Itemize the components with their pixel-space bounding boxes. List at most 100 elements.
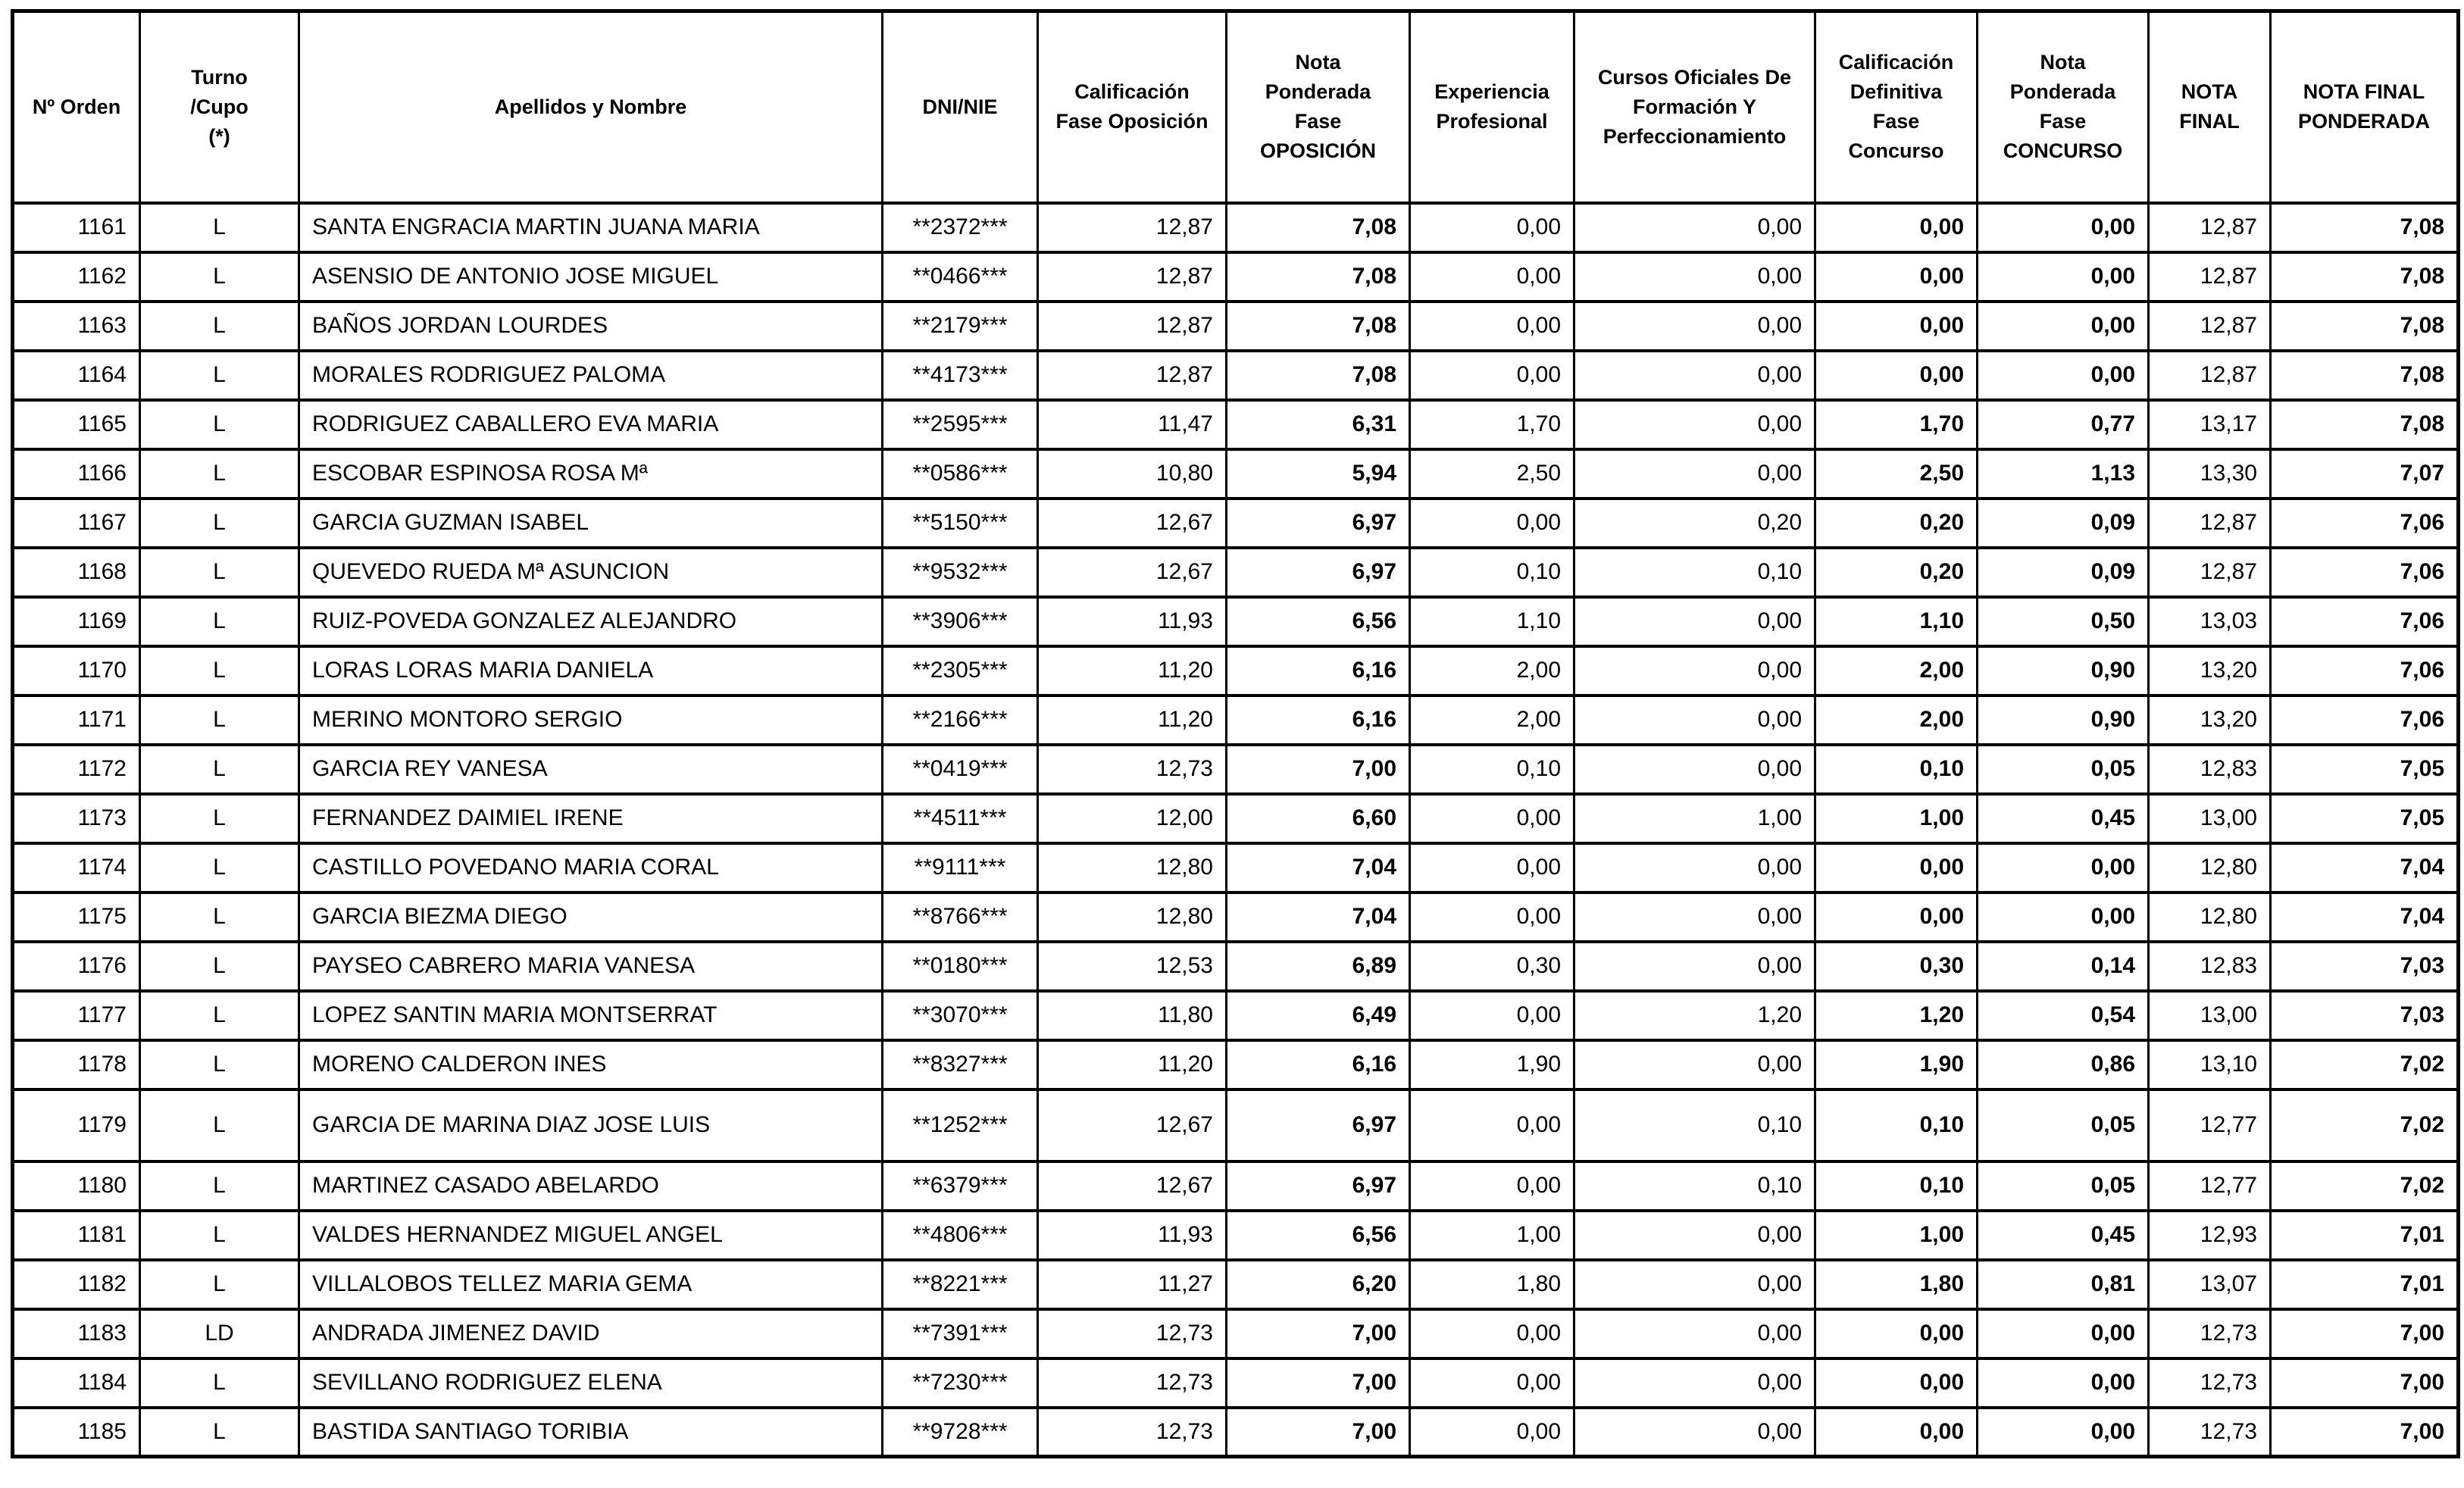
cell-cursos: 0,00 bbox=[1573, 1356, 1816, 1409]
cell-dni: **2595*** bbox=[881, 398, 1039, 451]
cell-nombre: ESCOBAR ESPINOSA ROSA Mª bbox=[298, 447, 883, 500]
cell-calif_oposicion: 12,53 bbox=[1037, 939, 1227, 993]
cell-experiencia: 2,00 bbox=[1409, 644, 1575, 697]
cell-calif_definitiva: 0,30 bbox=[1814, 939, 1978, 993]
cell-nombre: MERINO MONTORO SERGIO bbox=[298, 693, 883, 746]
cell-calif_definitiva: 2,00 bbox=[1814, 693, 1978, 746]
cell-calif_definitiva: 0,00 bbox=[1814, 1307, 1978, 1360]
cell-nombre: MORALES RODRIGUEZ PALOMA bbox=[298, 349, 883, 402]
cell-dni: **0180*** bbox=[881, 939, 1039, 993]
cell-nota_final: 12,87 bbox=[2147, 545, 2272, 599]
cell-turno: L bbox=[139, 1258, 300, 1311]
cell-calif_oposicion: 12,87 bbox=[1037, 201, 1227, 254]
cell-turno: L bbox=[139, 1208, 300, 1261]
cell-orden: 1180 bbox=[11, 1159, 141, 1212]
cell-np_concurso: 0,90 bbox=[1976, 693, 2150, 746]
cell-orden: 1177 bbox=[11, 989, 141, 1042]
cell-calif_oposicion: 11,47 bbox=[1037, 398, 1227, 451]
cell-orden: 1179 bbox=[11, 1087, 141, 1163]
cell-np_concurso: 0,81 bbox=[1976, 1258, 2150, 1311]
cell-np_oposicion: 6,49 bbox=[1225, 989, 1411, 1042]
cell-nombre: FERNANDEZ DAIMIEL IRENE bbox=[298, 792, 883, 845]
cell-calif_definitiva: 0,00 bbox=[1814, 299, 1978, 352]
cell-nota_final: 12,87 bbox=[2147, 496, 2272, 549]
cell-orden: 1182 bbox=[11, 1258, 141, 1311]
cell-calif_oposicion: 12,87 bbox=[1037, 299, 1227, 352]
cell-np_concurso: 0,00 bbox=[1976, 1307, 2150, 1360]
cell-calif_oposicion: 11,80 bbox=[1037, 989, 1227, 1042]
cell-np_concurso: 0,14 bbox=[1976, 939, 2150, 993]
table-row: 1174 L CASTILLO POVEDANO MARIA CORAL **9111… bbox=[11, 841, 2459, 894]
cell-experiencia: 0,00 bbox=[1409, 989, 1575, 1042]
column-header-cursos: Cursos Oficiales De Formación Y Perfecci… bbox=[1573, 9, 1816, 205]
cell-nombre: ASENSIO DE ANTONIO JOSE MIGUEL bbox=[298, 250, 883, 303]
column-header-orden: Nº Orden bbox=[11, 9, 141, 205]
column-header-calif_oposicion: Calificación Fase Oposición bbox=[1037, 9, 1227, 205]
cell-np_concurso: 0,00 bbox=[1976, 841, 2150, 894]
cell-nota_final_pond: 7,06 bbox=[2269, 545, 2459, 599]
cell-calif_oposicion: 12,80 bbox=[1037, 890, 1227, 943]
cell-np_oposicion: 7,04 bbox=[1225, 890, 1411, 943]
table-header: Nº Orden Turno /Cupo (*) Apellidos y Nombr… bbox=[11, 9, 2459, 205]
cell-nota_final: 12,83 bbox=[2147, 939, 2272, 993]
cell-np_concurso: 0,05 bbox=[1976, 742, 2150, 796]
column-header-calif_definitiva: Calificación Definitiva Fase Concurso bbox=[1814, 9, 1978, 205]
cell-calif_definitiva: 0,00 bbox=[1814, 250, 1978, 303]
cell-cursos: 1,00 bbox=[1573, 792, 1816, 845]
cell-calif_definitiva: 1,70 bbox=[1814, 398, 1978, 451]
cell-np_concurso: 0,00 bbox=[1976, 1405, 2150, 1458]
cell-nota_final_pond: 7,08 bbox=[2269, 349, 2459, 402]
cell-calif_oposicion: 12,80 bbox=[1037, 841, 1227, 894]
cell-calif_oposicion: 12,67 bbox=[1037, 1087, 1227, 1163]
cell-np_oposicion: 6,97 bbox=[1225, 1087, 1411, 1163]
cell-calif_oposicion: 12,67 bbox=[1037, 1159, 1227, 1212]
cell-nota_final: 12,80 bbox=[2147, 841, 2272, 894]
cell-nombre: GARCIA GUZMAN ISABEL bbox=[298, 496, 883, 549]
cell-calif_oposicion: 10,80 bbox=[1037, 447, 1227, 500]
cell-calif_definitiva: 0,10 bbox=[1814, 1159, 1978, 1212]
cell-nota_final: 13,00 bbox=[2147, 792, 2272, 845]
cell-experiencia: 1,80 bbox=[1409, 1258, 1575, 1311]
cell-nota_final_pond: 7,08 bbox=[2269, 299, 2459, 352]
cell-calif_oposicion: 12,67 bbox=[1037, 496, 1227, 549]
cell-turno: L bbox=[139, 201, 300, 254]
cell-experiencia: 0,00 bbox=[1409, 299, 1575, 352]
cell-turno: L bbox=[139, 644, 300, 697]
cell-orden: 1173 bbox=[11, 792, 141, 845]
table-row: 1172 L GARCIA REY VANESA **0419*** 12,73 7,00… bbox=[11, 742, 2459, 796]
cell-experiencia: 2,50 bbox=[1409, 447, 1575, 500]
cell-cursos: 0,00 bbox=[1573, 693, 1816, 746]
cell-turno: L bbox=[139, 792, 300, 845]
cell-np_oposicion: 6,16 bbox=[1225, 693, 1411, 746]
cell-nota_final: 12,77 bbox=[2147, 1087, 2272, 1163]
cell-nota_final_pond: 7,08 bbox=[2269, 398, 2459, 451]
cell-experiencia: 0,00 bbox=[1409, 1356, 1575, 1409]
cell-experiencia: 0,00 bbox=[1409, 496, 1575, 549]
cell-cursos: 0,00 bbox=[1573, 1307, 1816, 1360]
table-row: 1164 L MORALES RODRIGUEZ PALOMA **4173*** 12… bbox=[11, 349, 2459, 402]
cell-experiencia: 0,00 bbox=[1409, 841, 1575, 894]
cell-np_oposicion: 7,08 bbox=[1225, 349, 1411, 402]
cell-orden: 1161 bbox=[11, 201, 141, 254]
header-row: Nº Orden Turno /Cupo (*) Apellidos y Nombr… bbox=[11, 9, 2459, 205]
cell-calif_definitiva: 1,80 bbox=[1814, 1258, 1978, 1311]
cell-nombre: LORAS LORAS MARIA DANIELA bbox=[298, 644, 883, 697]
cell-nombre: CASTILLO POVEDANO MARIA CORAL bbox=[298, 841, 883, 894]
cell-np_oposicion: 6,97 bbox=[1225, 1159, 1411, 1212]
cell-orden: 1163 bbox=[11, 299, 141, 352]
cell-nota_final: 13,30 bbox=[2147, 447, 2272, 500]
cell-dni: **0586*** bbox=[881, 447, 1039, 500]
cell-np_concurso: 0,77 bbox=[1976, 398, 2150, 451]
cell-experiencia: 0,00 bbox=[1409, 1405, 1575, 1458]
cell-turno: L bbox=[139, 496, 300, 549]
cell-nombre: QUEVEDO RUEDA Mª ASUNCION bbox=[298, 545, 883, 599]
column-header-dni: DNI/NIE bbox=[881, 9, 1039, 205]
cell-nombre: VILLALOBOS TELLEZ MARIA GEMA bbox=[298, 1258, 883, 1311]
cell-calif_definitiva: 0,00 bbox=[1814, 201, 1978, 254]
cell-np_oposicion: 6,60 bbox=[1225, 792, 1411, 845]
cell-np_concurso: 0,50 bbox=[1976, 595, 2150, 648]
cell-calif_oposicion: 11,20 bbox=[1037, 644, 1227, 697]
cell-dni: **1252*** bbox=[881, 1087, 1039, 1163]
cell-calif_oposicion: 12,67 bbox=[1037, 545, 1227, 599]
table-row: 1180 L MARTINEZ CASADO ABELARDO **6379*** 12… bbox=[11, 1159, 2459, 1212]
